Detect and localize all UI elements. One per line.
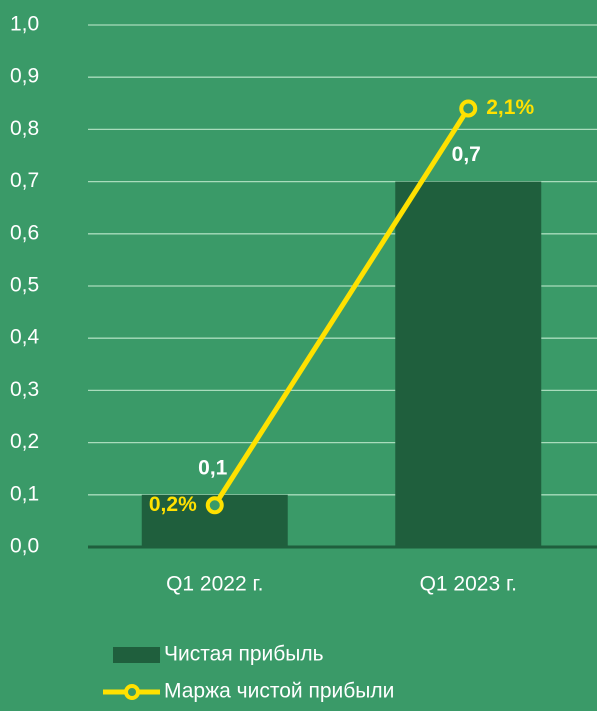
y-tick-label: 0,4 (10, 326, 40, 349)
bar (395, 181, 542, 547)
line (212, 107, 471, 507)
legend-label: Чистая прибыль (164, 643, 324, 666)
y-tick-label: 0,8 (10, 117, 39, 140)
line-point (205, 496, 224, 515)
legend-swatch (113, 647, 160, 663)
y-tick-label: 0,0 (10, 535, 39, 558)
y-tick-label: 0,3 (10, 378, 39, 401)
legend-marker (124, 684, 140, 700)
y-tick-label: 0,7 (10, 169, 39, 192)
x-tick-label: Q1 2023 г. (420, 573, 517, 596)
y-tick-label: 0,9 (10, 65, 39, 88)
line-value-label: 2,1% (486, 96, 534, 119)
y-tick-label: 0,5 (10, 274, 39, 297)
bar-value-label: 0,1 (198, 456, 228, 479)
y-tick-label: 0,1 (10, 482, 39, 505)
y-tick-label: 0,6 (10, 221, 39, 244)
line-value-label: 0,2% (149, 493, 197, 516)
legend-label: Маржа чистой прибыли (164, 680, 394, 703)
x-tick-label: Q1 2022 г. (166, 573, 263, 596)
y-tick-label: 1,0 (10, 13, 39, 36)
bar-value-label: 0,7 (452, 143, 481, 166)
line-point (459, 99, 478, 118)
y-tick-label: 0,2 (10, 430, 39, 453)
